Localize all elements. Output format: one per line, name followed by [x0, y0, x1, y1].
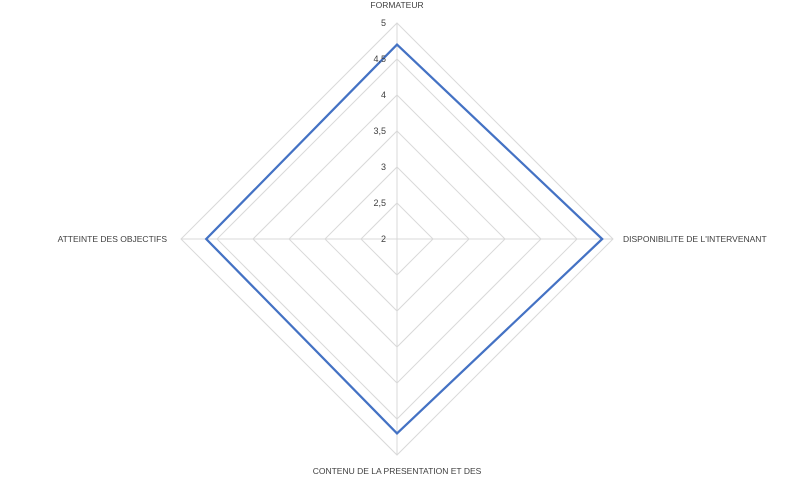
radial-tick-labels: 2 2,5 3 3,5 4 4,5 5 [373, 18, 386, 244]
series-line-0 [204, 43, 604, 435]
axis-label-1: DISPONIBILITE DE L'INTERVENANT [623, 234, 767, 244]
tick-label-1: 2,5 [373, 198, 386, 208]
tick-label-3: 3,5 [373, 126, 386, 136]
axis-labels: FORMATEUR DISPONIBILITE DE L'INTERVENANT C… [58, 0, 767, 476]
axis-label-3: ATTEINTE DES OBJECTIFS [58, 234, 168, 244]
axis-label-2: CONTENU DE LA PRESENTATION ET DES [313, 466, 482, 476]
tick-label-5: 4,5 [373, 54, 386, 64]
radar-spokes [181, 23, 613, 455]
tick-label-0: 2 [381, 234, 386, 244]
tick-label-2: 3 [381, 162, 386, 172]
radar-series [204, 43, 604, 435]
axis-label-0: FORMATEUR [370, 0, 423, 10]
tick-label-6: 5 [381, 18, 386, 28]
tick-label-4: 4 [381, 90, 386, 100]
